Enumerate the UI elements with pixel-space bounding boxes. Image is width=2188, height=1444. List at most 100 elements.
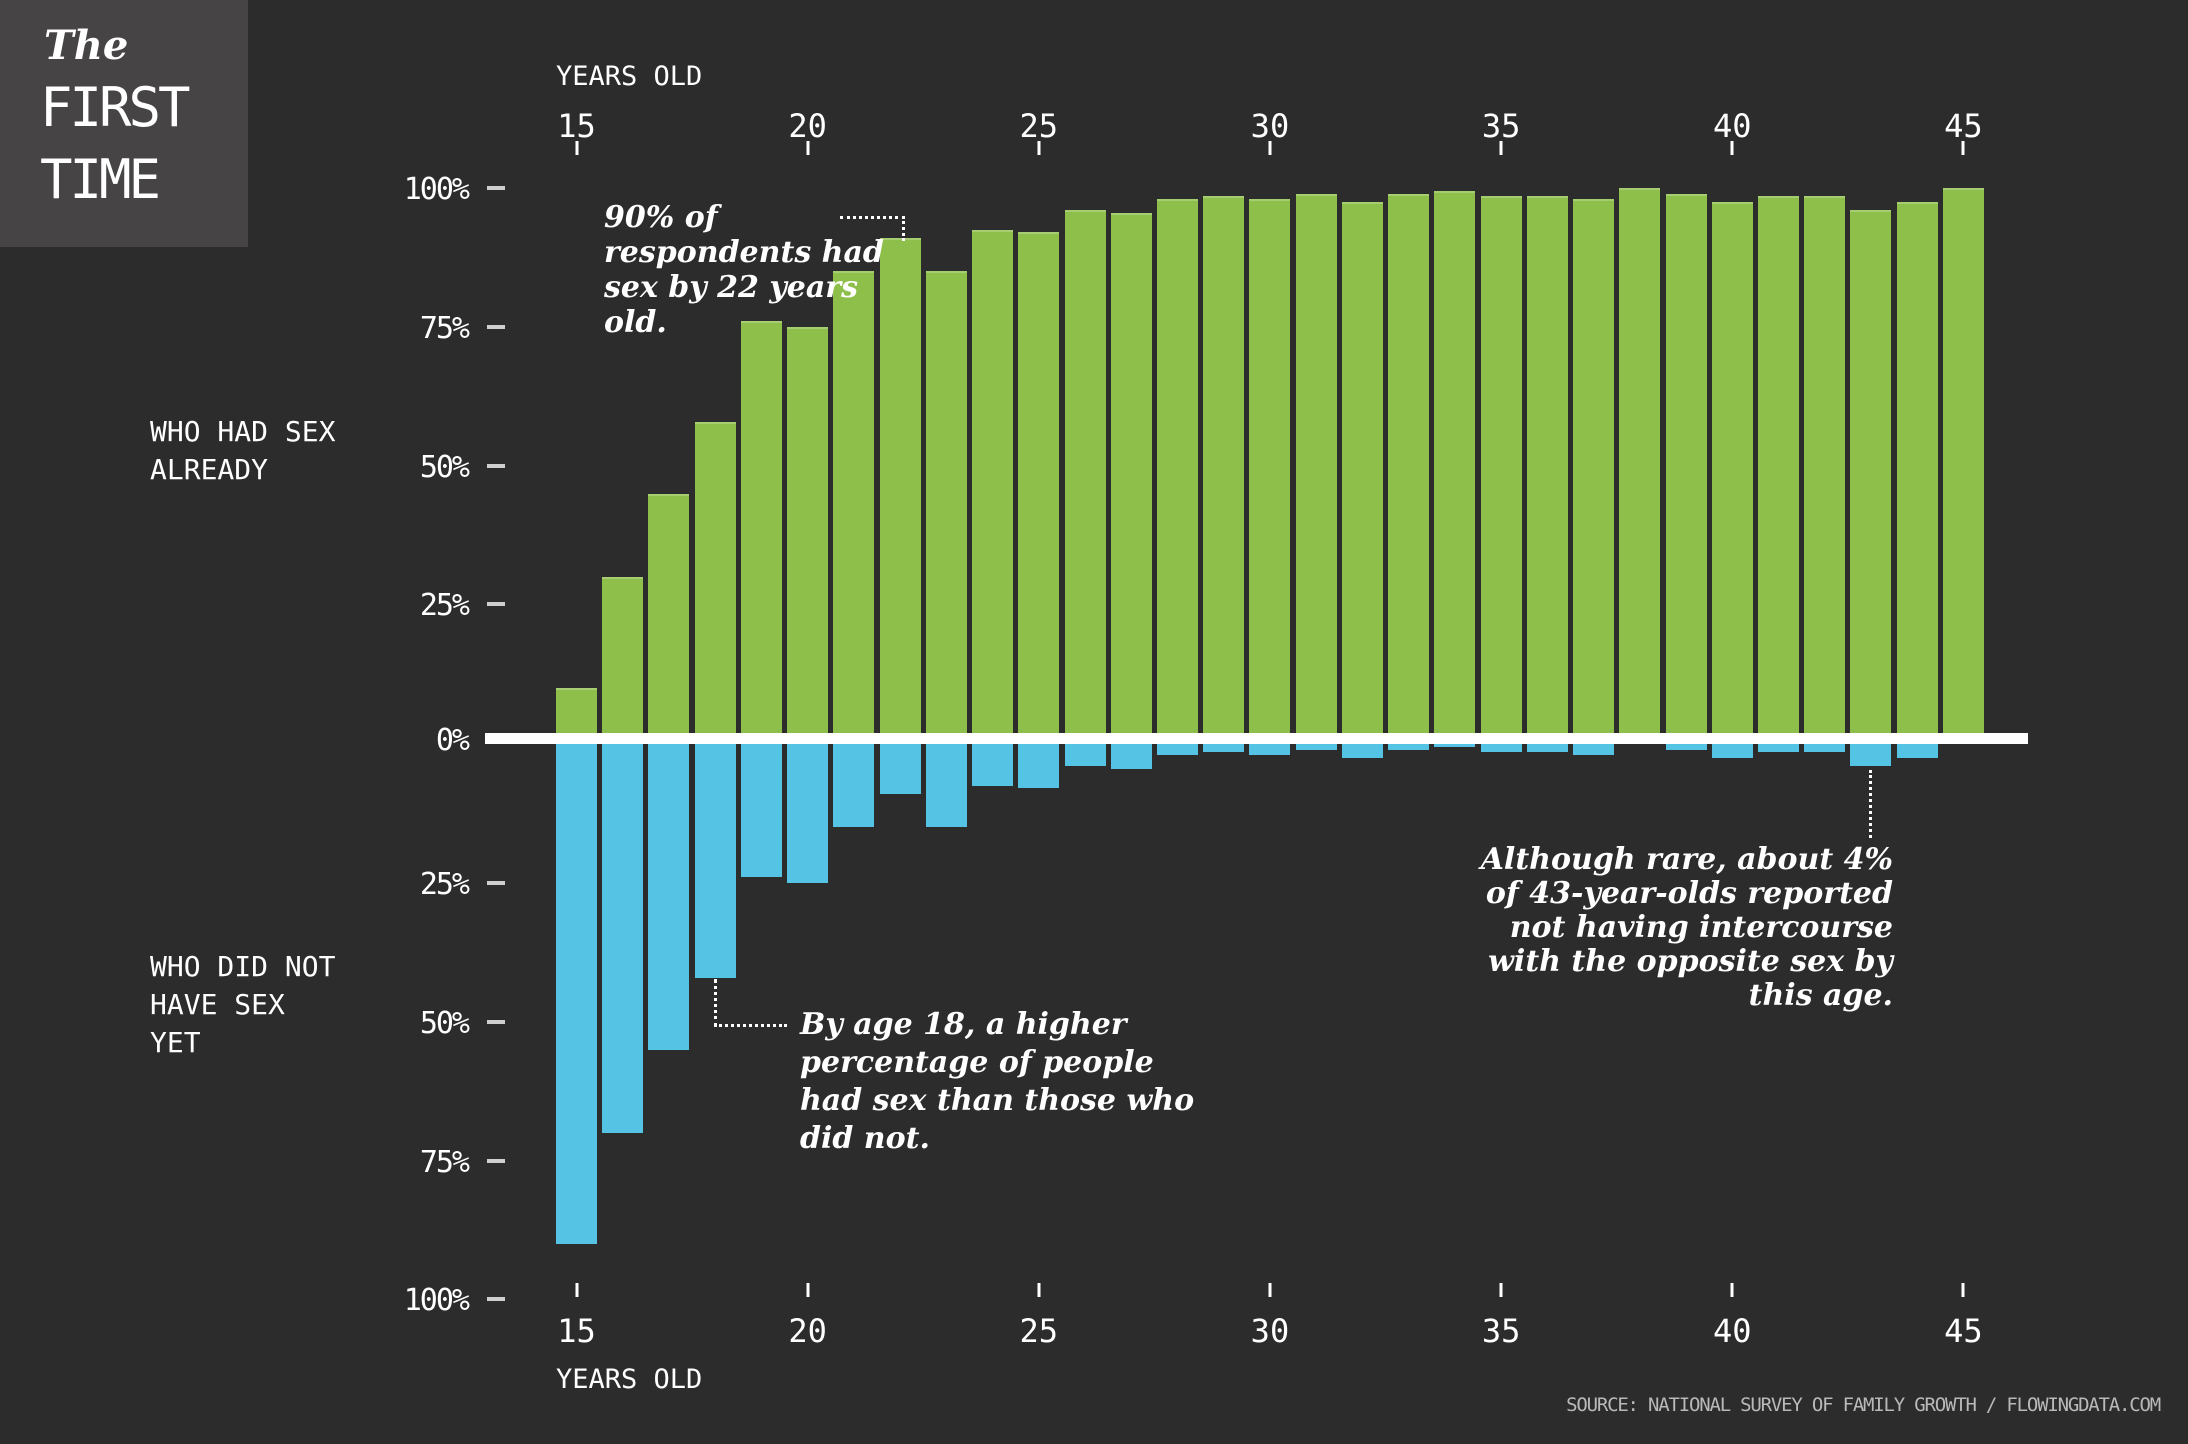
bar-not-yet-age-34 — [1434, 744, 1476, 747]
bar-had-sex-age-34 — [1434, 190, 1476, 744]
lower-ytick-dash-75% — [487, 1158, 505, 1163]
upper-ytick-dash-50% — [487, 463, 505, 468]
bar-not-yet-age-31 — [1295, 744, 1337, 750]
bottom-xtick-mark-20 — [806, 1283, 810, 1297]
bar-not-yet-age-37 — [1573, 744, 1615, 756]
zero-axis-line — [485, 733, 2028, 744]
top-xtick-label-45: 45 — [1944, 107, 1983, 145]
bar-had-sex-age-40 — [1711, 201, 1753, 744]
bottom-xtick-label-15: 15 — [557, 1312, 596, 1350]
bar-had-sex-age-32 — [1341, 201, 1383, 744]
lower-ytick-dash-50% — [487, 1019, 505, 1024]
top-xtick-mark-20 — [806, 141, 810, 155]
bar-not-yet-age-26 — [1064, 744, 1106, 767]
bar-had-sex-age-19 — [740, 321, 782, 744]
bottom-xtick-label-40: 40 — [1712, 1312, 1752, 1350]
bar-had-sex-age-33 — [1388, 193, 1430, 744]
upper-ytick-label-75%: 75% — [419, 310, 470, 346]
bar-had-sex-age-29 — [1203, 196, 1245, 744]
bar-not-yet-age-27 — [1110, 744, 1152, 770]
bar-had-sex-age-25 — [1018, 232, 1060, 744]
lower-ytick-dash-25% — [487, 881, 505, 885]
bottom-xtick-mark-30 — [1268, 1283, 1272, 1297]
bar-not-yet-age-33 — [1388, 744, 1430, 750]
bar-had-sex-age-45 — [1942, 188, 1984, 744]
top-xtick-label-20: 20 — [788, 107, 827, 145]
bar-not-yet-age-16 — [602, 744, 644, 1134]
bar-had-sex-age-42 — [1804, 196, 1846, 744]
lower-ytick-label-50%: 50% — [419, 1005, 470, 1041]
bar-not-yet-age-44 — [1896, 744, 1938, 758]
bar-had-sex-age-20 — [787, 327, 829, 744]
lower-ytick-label-100%: 100% — [403, 1283, 470, 1319]
bar-not-yet-age-23 — [925, 744, 967, 828]
bar-not-yet-age-20 — [787, 744, 829, 883]
bar-had-sex-age-43 — [1850, 210, 1892, 744]
bar-had-sex-age-22 — [879, 238, 921, 744]
bottom-xtick-label-20: 20 — [788, 1312, 827, 1350]
bar-not-yet-age-42 — [1804, 744, 1846, 753]
bar-not-yet-age-25 — [1018, 744, 1060, 789]
bar-not-yet-age-36 — [1526, 744, 1568, 753]
lower-ytick-dash-100% — [487, 1297, 505, 1302]
bar-not-yet-age-40 — [1711, 744, 1753, 758]
bar-had-sex-age-44 — [1896, 201, 1938, 744]
bar-not-yet-age-24 — [972, 744, 1014, 786]
bar-had-sex-age-24 — [972, 229, 1014, 744]
annotation-connector-age-22 — [840, 216, 905, 241]
annotation-connector-age-43 — [1869, 770, 1875, 838]
upper-ytick-dash-100% — [487, 186, 505, 190]
title-prefix: The — [44, 22, 129, 69]
bar-not-yet-age-21 — [833, 744, 875, 828]
bar-had-sex-age-39 — [1665, 193, 1707, 744]
annotation-age-43-rare: Although rare, about 4% of 43-year-olds … — [1480, 842, 1893, 1013]
bottom-xtick-mark-25 — [1037, 1283, 1041, 1297]
bar-had-sex-age-23 — [925, 271, 967, 744]
top-xtick-mark-15 — [575, 141, 578, 155]
top-xtick-mark-30 — [1268, 141, 1272, 155]
bottom-xtick-label-45: 45 — [1944, 1312, 1983, 1350]
bar-had-sex-age-17 — [648, 493, 690, 744]
bar-had-sex-age-31 — [1295, 193, 1337, 744]
top-xtick-label-15: 15 — [557, 107, 596, 145]
lower-ytick-label-75%: 75% — [419, 1144, 470, 1180]
bar-had-sex-age-27 — [1110, 213, 1152, 744]
bar-not-yet-age-32 — [1341, 744, 1383, 758]
bar-had-sex-age-37 — [1573, 199, 1615, 744]
bar-had-sex-age-38 — [1619, 188, 1661, 744]
title-box: The FIRST TIME — [0, 0, 248, 247]
bottom-xtick-mark-15 — [575, 1283, 578, 1297]
bar-not-yet-age-41 — [1757, 744, 1799, 753]
upper-ytick-label-100%: 100% — [403, 172, 470, 207]
bar-had-sex-age-30 — [1249, 199, 1291, 744]
bar-had-sex-age-36 — [1526, 196, 1568, 744]
title-first: FIRST — [40, 76, 191, 139]
bar-not-yet-age-28 — [1156, 744, 1198, 756]
top-xtick-label-25: 25 — [1019, 107, 1059, 145]
bar-not-yet-age-17 — [648, 744, 690, 1050]
bar-had-sex-age-18 — [694, 421, 736, 744]
bar-not-yet-age-35 — [1480, 744, 1522, 753]
bottom-axis-title: YEARS OLD — [556, 1364, 703, 1395]
bar-had-sex-age-16 — [602, 577, 644, 744]
bottom-xtick-label-35: 35 — [1481, 1312, 1521, 1350]
top-xtick-mark-45 — [1961, 141, 1965, 155]
bar-had-sex-age-28 — [1156, 199, 1198, 744]
bar-not-yet-age-15 — [556, 744, 597, 1245]
top-xtick-mark-35 — [1499, 141, 1503, 155]
bar-not-yet-age-30 — [1249, 744, 1291, 756]
bar-had-sex-age-21 — [833, 271, 875, 744]
upper-ytick-dash-25% — [487, 602, 505, 607]
bottom-xtick-label-30: 30 — [1250, 1312, 1290, 1350]
source-credit: SOURCE: NATIONAL SURVEY OF FAMILY GROWTH… — [1566, 1394, 2161, 1416]
top-xtick-mark-40 — [1730, 141, 1734, 155]
top-xtick-label-40: 40 — [1712, 107, 1752, 145]
annotation-age-18-crossover: By age 18, a higher percentage of people… — [800, 1007, 1195, 1156]
annotation-90-percent-by-22: 90% of respondents had sex by 22 years o… — [604, 200, 884, 340]
series-label-had-sex: WHO HAD SEX ALREADY — [150, 415, 336, 486]
upper-ytick-label-50%: 50% — [419, 449, 470, 485]
annotation-connector-age-18 — [714, 979, 787, 1027]
bottom-xtick-mark-40 — [1730, 1283, 1734, 1297]
